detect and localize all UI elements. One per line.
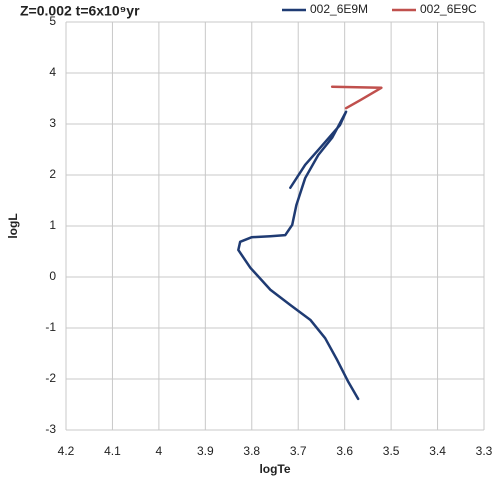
- y-tick-label: 2: [49, 167, 56, 181]
- y-tick-label: 5: [49, 14, 56, 28]
- x-tick-label: 3.4: [429, 444, 446, 458]
- y-tick-label: 0: [49, 269, 56, 283]
- x-tick-label: 4: [156, 444, 163, 458]
- x-axis-label: logTe: [259, 462, 290, 476]
- x-tick-label: 3.9: [197, 444, 214, 458]
- x-tick-label: 3.5: [383, 444, 400, 458]
- x-tick-label: 3.8: [243, 444, 260, 458]
- y-tick-label: 3: [49, 116, 56, 130]
- legend-label: 002_6E9M: [310, 2, 368, 16]
- x-tick-label: 4.1: [104, 444, 121, 458]
- series-line: [237, 110, 360, 401]
- y-tick-label: 1: [49, 218, 56, 232]
- y-tick-label: -2: [45, 371, 56, 385]
- x-tick-label: 3.6: [336, 444, 353, 458]
- legend-label: 002_6E9C: [420, 2, 477, 16]
- x-tick-label: 3.7: [290, 444, 307, 458]
- y-tick-label: -1: [45, 320, 56, 334]
- x-tick-label: 4.2: [58, 444, 75, 458]
- y-axis-label: logL: [6, 213, 20, 238]
- y-tick-label: -3: [45, 422, 56, 436]
- x-tick-label: 3.3: [476, 444, 493, 458]
- chart-title: Z=0.002 t=6x10⁹yr: [20, 3, 140, 19]
- series-line: [330, 85, 383, 110]
- y-tick-label: 4: [49, 65, 56, 79]
